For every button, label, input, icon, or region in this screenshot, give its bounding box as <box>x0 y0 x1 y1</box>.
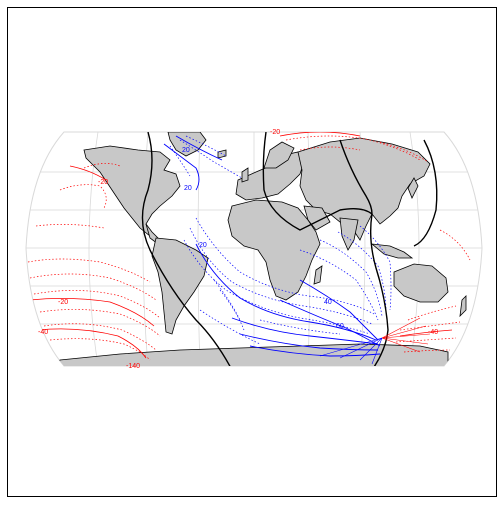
new-zealand <box>459 295 467 318</box>
africa <box>227 199 321 301</box>
contour-label: 20 <box>184 185 192 192</box>
contour-label: 20 <box>199 242 207 249</box>
plot-frame <box>7 7 497 497</box>
madagascar <box>313 265 323 285</box>
contour-label: -40 <box>38 329 48 336</box>
greenland <box>167 132 207 157</box>
contour-label: -40 <box>428 329 438 336</box>
negative-contours <box>27 135 471 361</box>
contour-label: -20 <box>58 299 68 306</box>
contour-label: 60 <box>336 323 344 330</box>
india <box>339 217 359 251</box>
arabia <box>303 205 331 231</box>
contour-label: -20 <box>98 179 108 186</box>
contour-label: 20 <box>182 147 190 154</box>
antarctica <box>55 343 449 366</box>
iceland <box>217 149 227 159</box>
positive-contours-solid <box>163 135 381 357</box>
australia <box>393 263 449 303</box>
contour-label: -20 <box>270 129 280 136</box>
britain <box>241 167 249 183</box>
contour-label: -140 <box>126 363 140 370</box>
contour-label: 40 <box>324 299 332 306</box>
south-america <box>151 237 209 335</box>
indonesia <box>370 243 414 259</box>
negative-contours-solid <box>29 132 453 359</box>
contour-labels: 20 20 20 40 60 -20 -20 -40 -140 -20 -40 <box>38 129 438 370</box>
scandinavia <box>263 141 295 169</box>
focal-point-lines <box>319 317 431 365</box>
japan <box>407 177 419 199</box>
zero-contours <box>141 132 438 366</box>
